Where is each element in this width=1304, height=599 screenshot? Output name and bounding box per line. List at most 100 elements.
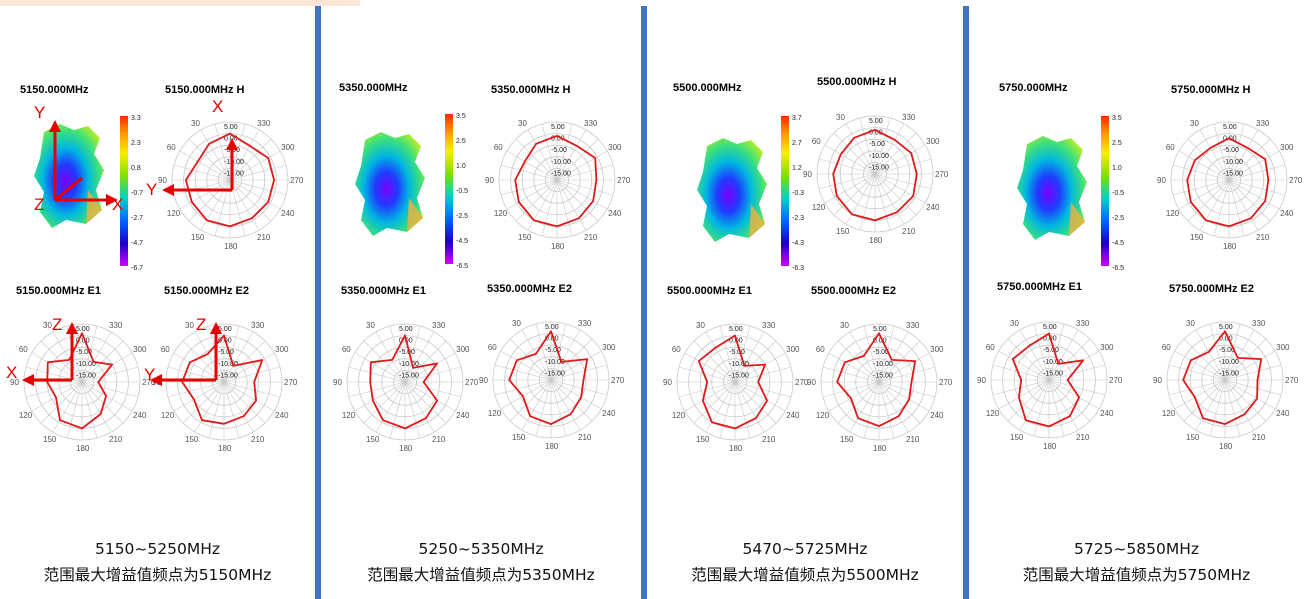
model-freq-label: 5750.000MHz [999,82,1068,94]
polar-spoke [509,379,552,422]
e1-plane-label: 5350.000MHz E1 [341,285,426,297]
angle-label: 210 [1076,433,1090,442]
polar-spoke [31,381,83,412]
polar-spoke [354,381,406,412]
polar-spoke [1183,379,1226,422]
polar-spoke [1195,379,1226,431]
color-scale-label: -4.5 [456,238,468,245]
angle-label: 180 [76,444,90,453]
polar-spoke [992,364,1050,381]
polar-spoke [824,144,876,175]
color-scale-label: 1.0 [456,163,466,170]
angle-label: 180 [1223,242,1237,251]
ring-label: 5.00 [873,326,887,333]
polar-spoke [1048,350,1100,381]
e1-plane-label: 5750.000MHz E1 [997,281,1082,293]
polar-spoke [354,352,406,383]
color-scale-label: -6.5 [1112,265,1124,272]
ring-label: 5.00 [729,326,743,333]
angle-label: 240 [1100,409,1114,418]
angle-label: 270 [935,170,949,179]
polar-h: 5.000.00-5.00-10.00-15.00306090120150180… [803,113,949,245]
ring-label: -5.00 [1219,347,1235,354]
radiation-blob-hot [407,198,423,232]
ring-label: -10.00 [399,361,419,368]
color-scale-label: -4.3 [792,240,804,247]
angle-label: 180 [218,444,232,453]
polar-spoke [878,381,909,433]
angle-label: 240 [608,209,622,218]
ring-label: 0.00 [869,130,883,137]
h-plane-label: 5150.000MHz H [165,84,245,96]
color-scale: 3.5 2.5 1.0 -0.5 -2.5 -4.5 -6.5 [445,113,468,270]
ring-label: 5.00 [1223,124,1237,131]
polar-spoke [859,117,876,175]
angle-label: 210 [257,233,271,242]
angle-label: 120 [19,411,33,420]
angle-label: 90 [977,376,986,385]
h-y-axis-label: Y [146,180,157,199]
polar-spoke [179,150,231,181]
pattern-trace [697,334,768,430]
pattern-trace [832,129,918,222]
angle-label: 300 [930,345,944,354]
polar-spoke [81,381,139,398]
polar-spoke [1048,338,1091,381]
angle-label: 210 [762,435,776,444]
polar-spoke [535,323,552,381]
polar-spoke [863,325,880,383]
polar-spoke [1228,123,1245,181]
polar-spoke [874,117,891,175]
ring-label: 5.00 [1219,324,1233,331]
angle-label: 180 [545,442,559,451]
ring-label: -10.00 [729,361,749,368]
ring-label: -5.00 [869,141,885,148]
polar-spoke [375,381,406,433]
angle-label: 90 [803,170,812,179]
color-scale-label: -0.5 [456,188,468,195]
ring-label: -5.00 [545,347,561,354]
polar-spoke [223,352,275,383]
polar-spoke [214,123,231,181]
color-scale-label: 1.0 [1112,165,1122,172]
color-scale-label: 2.5 [1112,140,1122,147]
polar-spoke [223,340,266,383]
angle-label: 60 [342,345,351,354]
polar-spoke [1228,179,1280,210]
pattern-trace [46,332,113,430]
polar-spoke [81,366,139,383]
polar-spoke [734,366,792,383]
ring-label: -5.00 [76,349,92,356]
polar-spoke [1048,323,1065,381]
polar-spoke [1228,179,1259,231]
panel-5150: 5150.000MHz 5150.000MHz H 5150.000MHz E1… [0,0,315,599]
e2-plane-label: 5500.000MHz E2 [811,285,896,297]
angle-label: 90 [485,176,494,185]
polar-spoke [556,129,587,181]
polar-h: 5.000.00-5.00-10.00-15.00306090120150180… [1157,119,1303,251]
polar-e2: 5.00 0.00 -5.00 -10.00 -15.00 30 60 90 120 150 180… [1153,319,1299,451]
polar-spoke [500,164,558,181]
polar-spoke [521,329,552,381]
polar-spoke [556,123,573,181]
polar-spoke [188,179,231,222]
polar-spoke [874,123,905,175]
angle-label: 90 [1153,376,1162,385]
color-scale-label: -2.5 [1112,215,1124,222]
polar-spoke [182,381,225,424]
angle-label: 240 [1280,209,1294,218]
polar-spoke [404,325,421,383]
angle-label: 240 [930,411,944,420]
e1-plane-label: 5500.000MHz E1 [667,285,752,297]
polar-spoke [188,138,231,181]
angle-label: 300 [926,137,940,146]
polar-spoke [1174,379,1226,410]
polar-spoke [693,340,736,383]
angle-label: 330 [1256,119,1270,128]
ring-label: -15.00 [399,372,419,379]
h-plane-label: 5350.000MHz H [491,84,571,96]
ring-label: -15.00 [551,170,571,177]
angle-label: 180 [1043,442,1057,451]
angle-label: 60 [672,345,681,354]
ring-label: -10.00 [545,359,565,366]
